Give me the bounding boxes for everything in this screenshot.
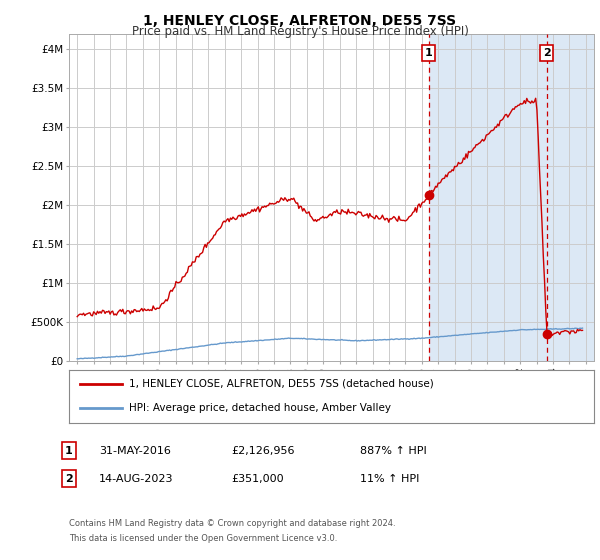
Text: This data is licensed under the Open Government Licence v3.0.: This data is licensed under the Open Gov…	[69, 534, 337, 543]
Text: 1: 1	[65, 446, 73, 456]
Text: 1, HENLEY CLOSE, ALFRETON, DE55 7SS: 1, HENLEY CLOSE, ALFRETON, DE55 7SS	[143, 14, 457, 28]
Text: 2: 2	[543, 48, 551, 58]
Text: 2: 2	[65, 474, 73, 484]
Text: 887% ↑ HPI: 887% ↑ HPI	[360, 446, 427, 456]
Text: 14-AUG-2023: 14-AUG-2023	[99, 474, 173, 484]
Text: HPI: Average price, detached house, Amber Valley: HPI: Average price, detached house, Ambe…	[130, 403, 391, 413]
Text: 1, HENLEY CLOSE, ALFRETON, DE55 7SS (detached house): 1, HENLEY CLOSE, ALFRETON, DE55 7SS (det…	[130, 379, 434, 389]
Bar	[428, 34, 594, 361]
Text: 1: 1	[425, 48, 433, 58]
Text: Contains HM Land Registry data © Crown copyright and database right 2024.: Contains HM Land Registry data © Crown c…	[69, 519, 395, 528]
Text: £351,000: £351,000	[231, 474, 284, 484]
Text: 31-MAY-2016: 31-MAY-2016	[99, 446, 171, 456]
Text: 11% ↑ HPI: 11% ↑ HPI	[360, 474, 419, 484]
Text: Price paid vs. HM Land Registry's House Price Index (HPI): Price paid vs. HM Land Registry's House …	[131, 25, 469, 38]
Text: £2,126,956: £2,126,956	[231, 446, 295, 456]
